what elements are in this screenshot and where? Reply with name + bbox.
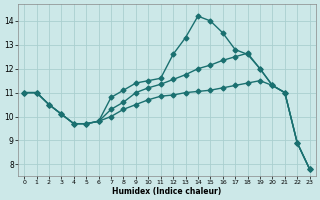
X-axis label: Humidex (Indice chaleur): Humidex (Indice chaleur) bbox=[112, 187, 221, 196]
